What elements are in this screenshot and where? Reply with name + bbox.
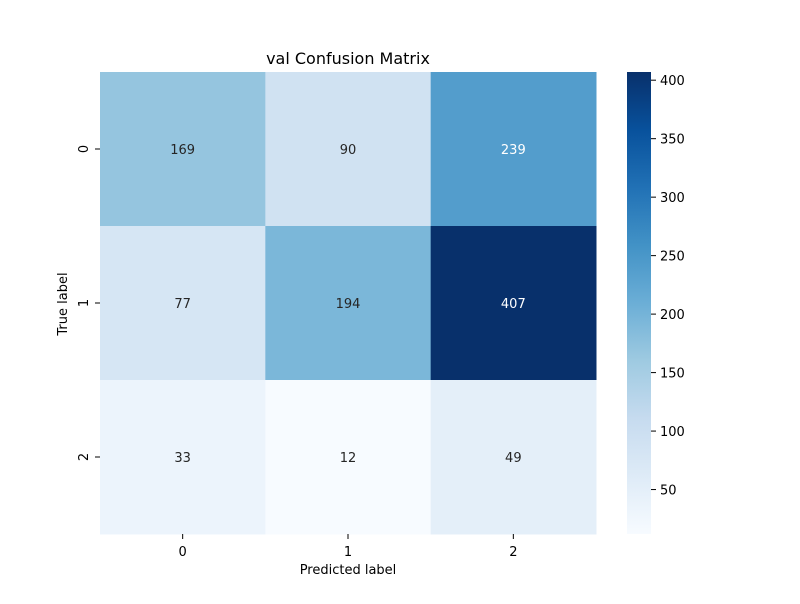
x-tick-label-0: 0 <box>179 545 187 560</box>
heatmap-cell-1-2 <box>430 226 597 381</box>
y-axis-label: True label <box>56 272 71 336</box>
heatmap-cell-2-0 <box>100 380 266 535</box>
colorbar-axis: 50 100 150 200 250 300 350 400 <box>651 74 685 499</box>
chart-title: val Confusion Matrix <box>266 49 430 68</box>
heatmap-cell-0-0 <box>100 72 266 227</box>
colorbar-tick-label-5: 300 <box>660 191 685 206</box>
cell-value-label-0-2: 239 <box>501 143 526 158</box>
y-tick-label-1: 1 <box>77 299 92 307</box>
cell-value-label-1-0: 77 <box>174 297 191 312</box>
colorbar <box>627 72 651 534</box>
cell-value-labels: 169 90 239 77 194 407 33 12 49 <box>170 143 525 466</box>
cell-value-label-2-0: 33 <box>174 451 191 466</box>
y-axis: 0 1 2 <box>77 145 100 461</box>
x-axis-label: Predicted label <box>300 563 397 578</box>
colorbar-tick-label-0: 50 <box>660 484 677 499</box>
heatmap-cell-2-2 <box>430 380 597 535</box>
cell-value-label-0-0: 169 <box>170 143 195 158</box>
x-axis: 0 1 2 <box>179 534 517 560</box>
cell-value-label-2-2: 49 <box>505 451 522 466</box>
cell-value-label-1-2: 407 <box>501 297 526 312</box>
colorbar-tick-label-6: 350 <box>660 133 685 148</box>
heatmap-cell-0-1 <box>265 72 432 227</box>
colorbar-tick-label-3: 200 <box>660 308 685 323</box>
colorbar-tick-label-4: 250 <box>660 250 685 265</box>
colorbar-tick-label-1: 100 <box>660 425 685 440</box>
colorbar-tick-label-2: 150 <box>660 367 685 382</box>
colorbar-tick-label-7: 400 <box>660 74 685 89</box>
x-tick-label-2: 2 <box>509 545 517 560</box>
cell-value-label-1-1: 194 <box>336 297 361 312</box>
cell-value-label-2-1: 12 <box>340 451 357 466</box>
heatmap-cell-1-0 <box>100 226 266 381</box>
y-tick-label-2: 2 <box>77 453 92 461</box>
y-tick-label-0: 0 <box>77 145 92 153</box>
heatmap-cell-2-1 <box>265 380 432 535</box>
heatmap-cell-1-1 <box>265 226 432 381</box>
x-tick-label-1: 1 <box>344 545 352 560</box>
heatmap-cell-0-2 <box>430 72 597 227</box>
heatmap-cells <box>100 72 597 535</box>
cell-value-label-0-1: 90 <box>340 143 357 158</box>
